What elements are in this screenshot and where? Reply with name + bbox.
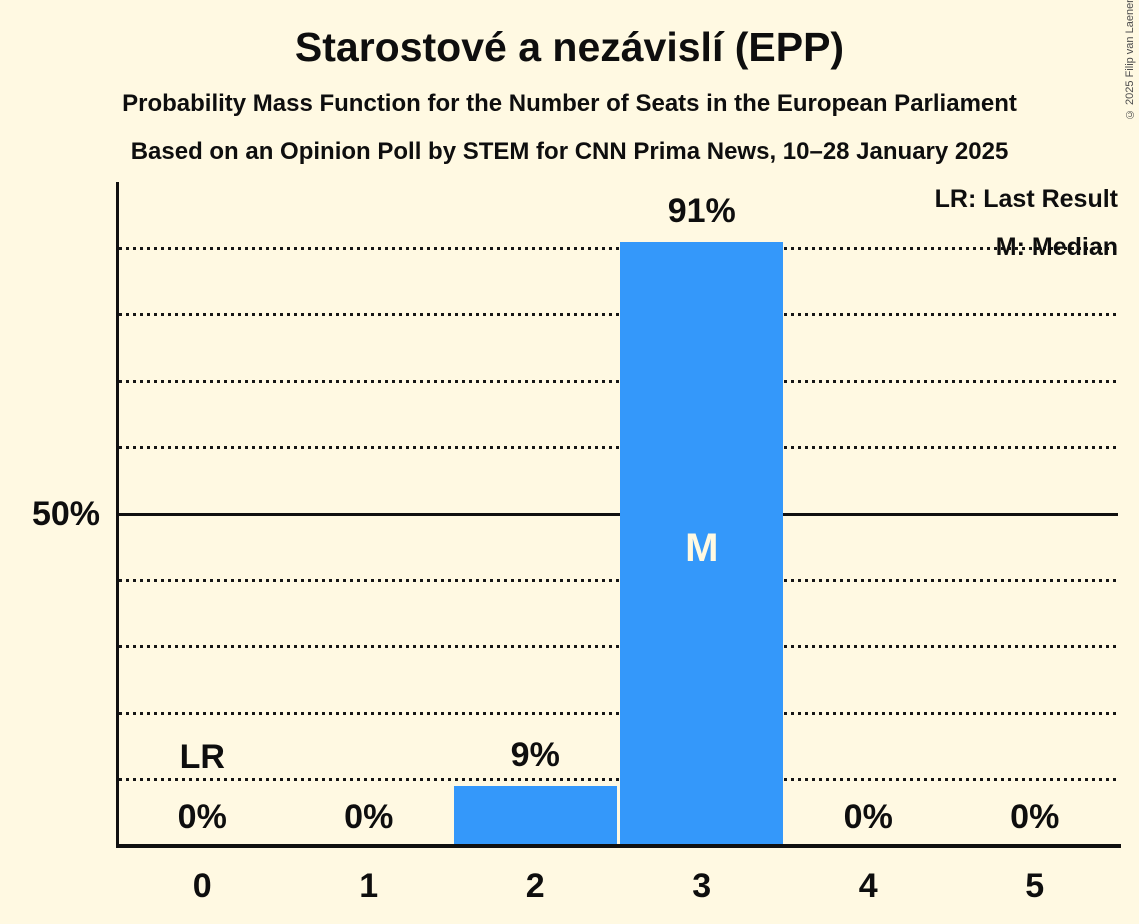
gridline-dotted-40pct <box>119 578 1118 582</box>
copyright-note: © 2025 Filip van Laenen <box>1124 0 1136 120</box>
legend-median: M: Median <box>995 233 1118 261</box>
bar-value-label-1: 0% <box>344 798 394 836</box>
bar-value-label-4: 0% <box>843 798 893 836</box>
gridline-solid-50pct <box>119 512 1118 516</box>
x-axis-line <box>116 844 1121 848</box>
x-tick-2: 2 <box>525 867 545 905</box>
gridline-dotted-60pct <box>119 446 1118 450</box>
gridline-dotted-10pct <box>119 778 1118 782</box>
bar-value-label-2: 9% <box>510 736 560 775</box>
bar-seats-3 <box>620 241 784 846</box>
x-tick-3: 3 <box>692 867 712 905</box>
chart-title: Starostové a nezávislí (EPP) <box>294 24 845 70</box>
bar-value-label-5: 0% <box>1010 798 1060 836</box>
bar-value-label-3: 91% <box>667 191 736 230</box>
bar-value-label-0: 0% <box>177 798 227 836</box>
bar-seats-2 <box>453 786 617 846</box>
gridline-dotted-30pct <box>119 645 1118 649</box>
y-axis-line <box>116 182 119 848</box>
x-tick-4: 4 <box>858 867 878 905</box>
chart-subtitle: Probability Mass Function for the Number… <box>122 90 1017 117</box>
plot-area: 0% 0% 9% 91% 0% 0% LR M <box>119 182 1118 846</box>
y-axis-label-50: 50% <box>31 495 100 533</box>
last-result-marker: LR <box>179 738 225 776</box>
x-tick-0: 0 <box>192 867 212 905</box>
gridline-dotted-80pct <box>119 313 1118 317</box>
x-axis-tick-labels: 0 1 2 3 4 5 <box>119 864 1118 908</box>
legend-last-result: LR: Last Result <box>934 185 1118 213</box>
chart-source-line: Based on an Opinion Poll by STEM for CNN… <box>130 138 1009 165</box>
gridline-dotted-20pct <box>119 711 1118 715</box>
chart-legend: LR: Last Result M: Median <box>935 186 1118 260</box>
median-marker: M <box>685 526 719 570</box>
x-tick-1: 1 <box>359 867 379 905</box>
gridline-dotted-90pct <box>119 246 1118 250</box>
gridline-dotted-70pct <box>119 379 1118 383</box>
x-tick-5: 5 <box>1025 867 1045 905</box>
